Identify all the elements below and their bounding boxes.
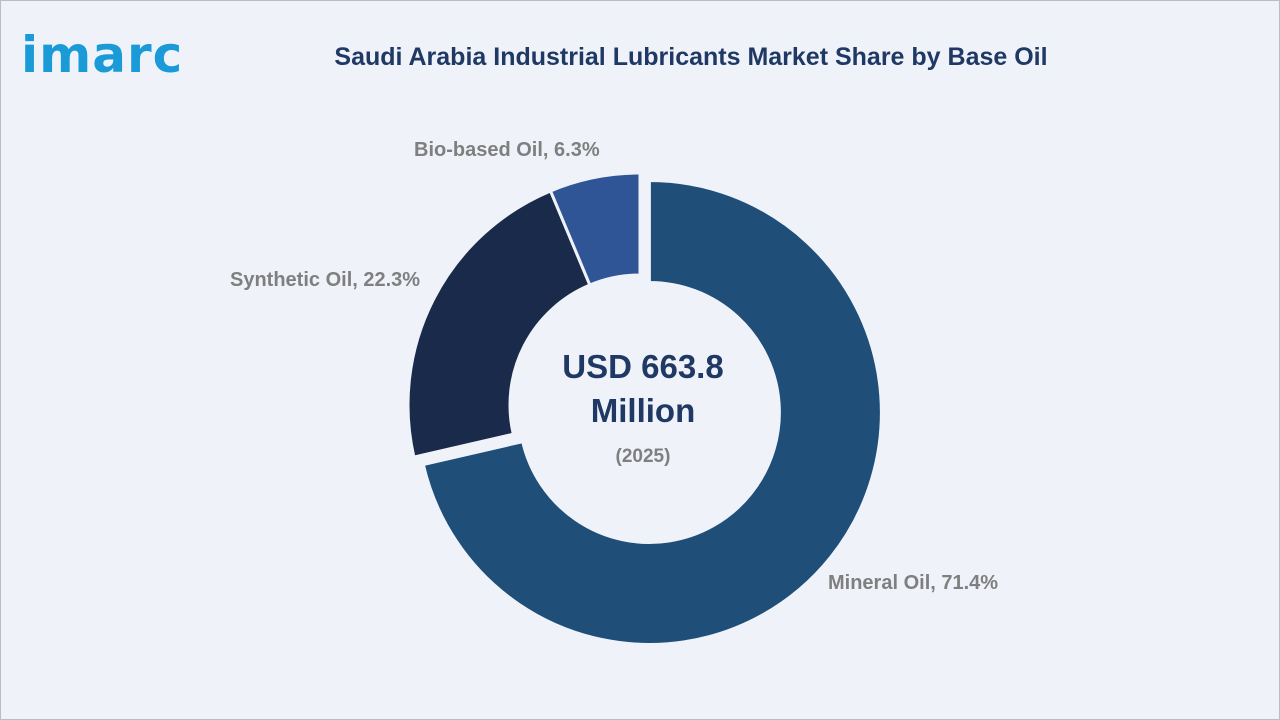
center-year: (2025): [616, 446, 671, 467]
slice-bio-based-oil: [548, 171, 642, 288]
slice-label-mineral-oil: Mineral Oil, 71.4%: [828, 572, 998, 594]
slice-label-synthetic-oil: Synthetic Oil, 22.3%: [230, 269, 420, 291]
center-value-line1: USD 663.8: [562, 348, 723, 385]
slices-layer: [406, 171, 883, 646]
labels-layer: Mineral Oil, 71.4% Synthetic Oil, 22.3% …: [230, 139, 998, 594]
imarc-logo: imarc: [21, 15, 206, 85]
slice-mineral-oil: [421, 178, 883, 646]
center-value-line2: Million: [591, 392, 695, 429]
chart-title: Saudi Arabia Industrial Lubricants Marke…: [334, 43, 1048, 71]
logo-text: imarc: [21, 26, 184, 84]
slice-synthetic-oil: [406, 188, 592, 459]
center-label: USD 663.8 Million (2025): [562, 348, 723, 467]
slice-label-bio-based-oil: Bio-based Oil, 6.3%: [414, 139, 600, 161]
